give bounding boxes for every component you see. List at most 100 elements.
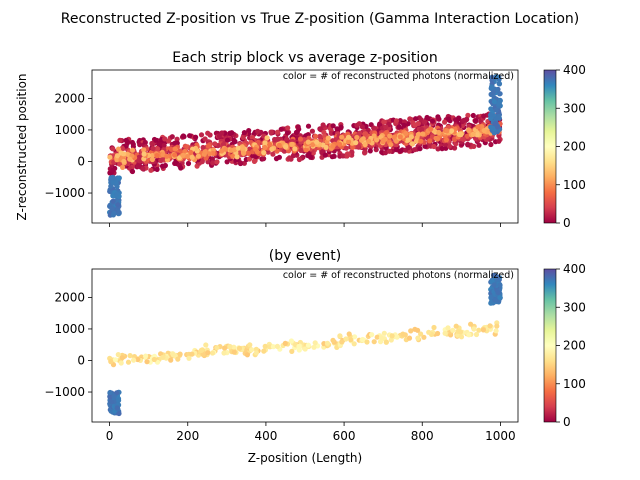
data-point: [227, 343, 233, 350]
data-point: [422, 119, 428, 125]
data-point: [261, 150, 267, 156]
data-point: [172, 140, 178, 146]
data-point: [372, 126, 378, 132]
data-point: [205, 350, 211, 356]
data-point: [166, 138, 172, 144]
data-point: [144, 359, 150, 365]
data-point: [314, 139, 320, 145]
data-point: [387, 133, 393, 139]
data-point: [497, 91, 503, 97]
data-point: [187, 133, 193, 139]
data-point: [164, 153, 170, 159]
data-point: [470, 131, 476, 137]
data-point: [172, 146, 178, 152]
data-point: [240, 145, 246, 151]
data-point: [149, 140, 155, 147]
data-point: [269, 146, 275, 152]
data-point: [253, 350, 259, 356]
data-point: [415, 335, 421, 341]
data-point: [238, 160, 244, 166]
data-point: [109, 206, 115, 212]
plot-frame: [91, 69, 519, 224]
data-point: [235, 145, 241, 151]
data-point: [120, 164, 126, 170]
colorbar-gradient: [543, 268, 557, 423]
data-point: [418, 127, 425, 133]
data-point: [121, 158, 127, 164]
data-point: [200, 144, 206, 151]
data-point: [427, 138, 433, 144]
data-point: [293, 129, 299, 136]
data-point: [354, 134, 360, 141]
data-point: [408, 134, 414, 140]
data-point: [178, 165, 184, 171]
data-point: [353, 140, 359, 146]
data-point: [272, 136, 278, 143]
data-point: [431, 143, 437, 150]
x-tick-label: 800: [411, 429, 434, 443]
data-point: [406, 335, 413, 341]
data-point: [453, 323, 459, 329]
data-point: [343, 145, 349, 151]
data-point: [418, 138, 424, 144]
data-point: [496, 81, 503, 87]
data-point: [168, 357, 174, 363]
data-point: [401, 122, 407, 128]
data-point: [322, 152, 328, 158]
data-point: [189, 154, 195, 160]
chart-panel-strip-blocks: Each strip block vs average z-position c…: [44, 50, 586, 230]
data-point: [276, 154, 282, 160]
data-point: [489, 84, 495, 90]
data-point: [476, 327, 482, 333]
data-point: [214, 345, 220, 351]
data-point: [492, 297, 498, 303]
data-point: [223, 146, 229, 152]
data-point: [491, 282, 497, 288]
data-point: [210, 160, 216, 166]
data-point: [108, 399, 114, 405]
data-point: [249, 347, 255, 353]
data-point: [468, 321, 474, 327]
data-point: [306, 135, 312, 141]
data-point: [343, 336, 349, 342]
data-point: [247, 342, 253, 348]
data-point: [127, 156, 133, 162]
data-point: [351, 341, 357, 347]
data-point: [284, 136, 290, 142]
data-point: [110, 167, 116, 173]
data-point: [114, 183, 120, 190]
data-point: [255, 128, 261, 134]
data-point: [296, 156, 302, 163]
data-point: [480, 327, 486, 333]
data-point: [493, 328, 499, 334]
data-point: [143, 353, 149, 359]
y-tick-label: 1000: [54, 322, 85, 336]
figure-suptitle: Reconstructed Z-position vs True Z-posit…: [61, 11, 580, 27]
colorbar-tick-label: 400: [563, 262, 586, 276]
data-point: [367, 148, 373, 154]
data-point: [458, 334, 465, 340]
data-point: [383, 124, 389, 130]
data-point: [254, 149, 260, 155]
data-point: [481, 113, 487, 119]
data-point: [473, 331, 480, 338]
data-point: [284, 130, 291, 136]
data-point: [203, 342, 209, 348]
data-point: [261, 156, 267, 162]
y-tick-label: 2000: [54, 91, 85, 105]
data-point: [169, 134, 175, 140]
data-point: [379, 149, 385, 155]
data-point: [174, 136, 180, 142]
data-point: [312, 340, 318, 346]
colorbar-tick-label: 400: [563, 63, 586, 77]
data-point: [222, 345, 228, 351]
x-tick-label: 400: [254, 429, 277, 443]
data-point: [490, 90, 496, 96]
data-point: [397, 134, 403, 140]
data-point: [142, 139, 148, 146]
data-point: [418, 331, 424, 337]
data-point: [110, 193, 116, 199]
data-point: [360, 136, 366, 142]
data-point: [471, 143, 477, 149]
